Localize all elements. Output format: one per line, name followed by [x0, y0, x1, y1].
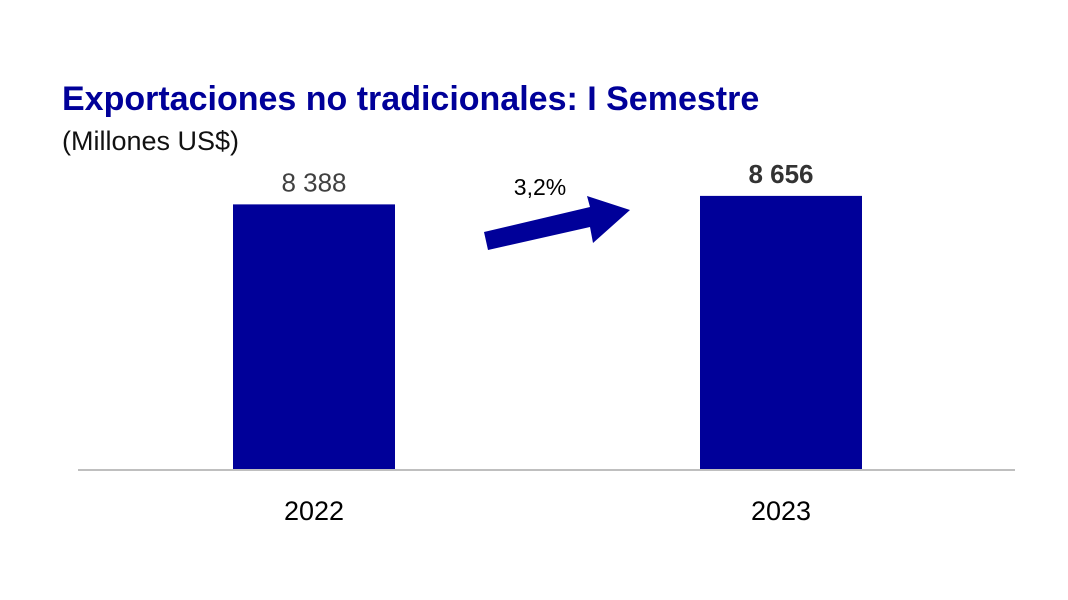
growth-arrow-icon	[484, 196, 630, 250]
x-tick-label-2023: 2023	[751, 496, 811, 526]
value-label-2023: 8 656	[748, 159, 813, 189]
chart-subtitle: (Millones US$)	[62, 126, 240, 156]
bar-2023	[700, 195, 862, 471]
value-label-2022: 8 388	[281, 167, 346, 197]
growth-label: 3,2%	[514, 174, 566, 200]
bar-2022	[233, 204, 395, 470]
chart-title: Exportaciones no tradicionales: I Semest…	[62, 80, 760, 118]
x-tick-label-2022: 2022	[284, 496, 344, 526]
